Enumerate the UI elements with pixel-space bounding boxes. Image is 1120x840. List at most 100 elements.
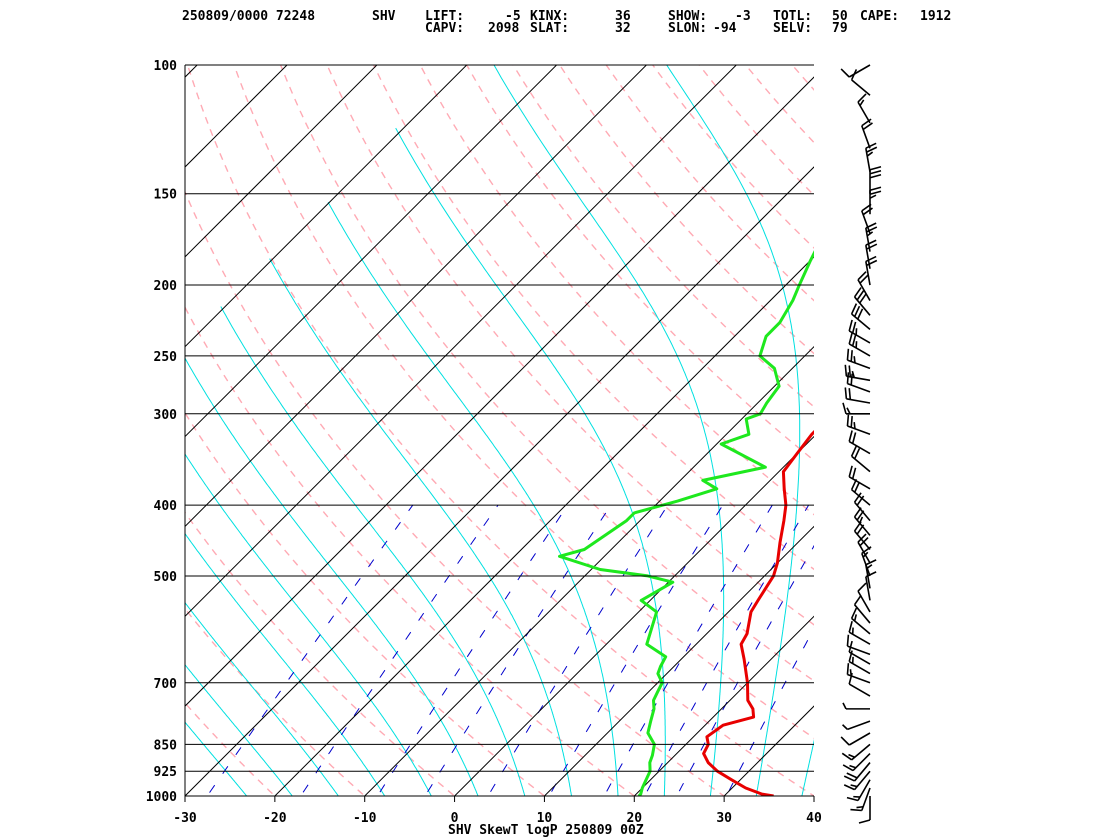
header-station-id: SHV bbox=[372, 9, 396, 24]
barb-flag-5kt bbox=[848, 753, 855, 758]
barb-flag-10kt bbox=[851, 334, 857, 347]
barb-shaft bbox=[865, 576, 871, 601]
dry-adiabat bbox=[558, 65, 814, 355]
header-slat-label: SLAT: bbox=[530, 21, 570, 36]
barb-flag-10kt bbox=[846, 772, 858, 779]
barb-flag-10kt bbox=[851, 432, 857, 444]
barb-flag-10kt bbox=[850, 350, 853, 362]
barb-flag-10kt bbox=[846, 663, 850, 675]
barb-flag-10kt bbox=[850, 415, 853, 428]
wind-barb bbox=[848, 650, 871, 675]
dry-adiabat bbox=[744, 65, 814, 144]
wind-barb bbox=[843, 762, 871, 782]
wind-barb bbox=[865, 255, 878, 286]
temperature-tick-label: -30 bbox=[173, 811, 197, 826]
temperature-tick-label: 40 bbox=[806, 811, 822, 826]
dry-adiabat bbox=[791, 65, 814, 91]
barb-flag-10kt bbox=[846, 796, 859, 802]
dry-adiabat bbox=[185, 607, 366, 796]
mixing-ratio-line bbox=[603, 504, 773, 796]
barb-flag-10kt bbox=[840, 68, 850, 78]
dry-adiabat bbox=[233, 65, 814, 739]
wind-barb bbox=[846, 414, 871, 436]
chart-caption: SHV SkewT logP 250809 00Z bbox=[448, 823, 644, 838]
header-cape-label: CAPE: bbox=[860, 9, 900, 24]
barb-flag-5kt bbox=[846, 407, 851, 415]
wind-barb bbox=[869, 186, 882, 215]
barb-flag-10kt bbox=[843, 775, 855, 782]
wind-barbs bbox=[840, 64, 882, 824]
barb-flag-10kt bbox=[857, 93, 867, 103]
wind-barb bbox=[848, 430, 871, 455]
dry-adiabat bbox=[185, 305, 636, 796]
dry-adiabat bbox=[185, 411, 546, 796]
barb-flag-5kt bbox=[853, 614, 858, 622]
dry-adiabat bbox=[512, 65, 814, 408]
header-capv-value: 2098 bbox=[488, 21, 520, 36]
wind-barb bbox=[853, 287, 871, 316]
barb-flag-10kt bbox=[856, 495, 865, 506]
wind-barb bbox=[869, 165, 882, 194]
isotherm bbox=[274, 256, 814, 796]
wind-barb bbox=[850, 303, 871, 331]
barb-flag-10kt bbox=[853, 287, 862, 298]
barb-shaft bbox=[848, 64, 871, 78]
header-totl-label: TOTL: bbox=[773, 9, 813, 24]
wind-barb bbox=[850, 607, 871, 635]
moist-adiabat bbox=[395, 127, 666, 796]
wind-barb bbox=[844, 364, 871, 382]
barb-flag-10kt bbox=[848, 319, 853, 332]
barb-shaft bbox=[851, 79, 871, 96]
wind-barb bbox=[858, 796, 871, 824]
dry-adiabat bbox=[916, 49, 1120, 812]
dry-adiabat bbox=[186, 65, 814, 796]
wind-barb bbox=[853, 594, 871, 624]
barb-flag-10kt bbox=[850, 303, 858, 315]
pressure-tick-label: 925 bbox=[154, 765, 177, 780]
barb-flag-10kt bbox=[844, 387, 848, 399]
header-totl-value: 50 bbox=[832, 9, 848, 24]
barb-flag-10kt bbox=[848, 430, 853, 442]
header-cape-value: 1912 bbox=[920, 9, 952, 24]
wind-barb bbox=[865, 239, 878, 269]
isotherm bbox=[813, 795, 814, 796]
moist-adiabat bbox=[185, 453, 432, 796]
moist-adiabat bbox=[327, 201, 619, 796]
temperature-tick-label: -20 bbox=[263, 811, 287, 826]
barb-flag-5kt bbox=[842, 724, 848, 730]
isotherm bbox=[543, 525, 814, 796]
wind-barb bbox=[848, 465, 871, 490]
barb-flag-10kt bbox=[846, 372, 850, 384]
wind-barb bbox=[841, 743, 871, 761]
barb-flag-5kt bbox=[853, 422, 856, 429]
barb-flag-10kt bbox=[856, 290, 865, 301]
mixing-ratio-line bbox=[206, 504, 414, 796]
isotherm bbox=[185, 65, 737, 617]
barb-flag-10kt bbox=[848, 332, 853, 345]
pressure-tick-label: 150 bbox=[154, 188, 178, 203]
barb-shaft bbox=[847, 720, 871, 731]
barb-flag-10kt bbox=[853, 481, 861, 493]
wind-barb bbox=[850, 787, 871, 812]
wind-barb bbox=[846, 634, 871, 656]
barb-flag-10kt bbox=[865, 255, 877, 263]
barb-flag-10kt bbox=[861, 118, 872, 127]
wind-barb bbox=[842, 702, 870, 710]
wind-barb bbox=[840, 732, 871, 746]
mixing-ratio-line bbox=[548, 504, 724, 796]
sounding-header: 250809/0000 72248 SHV LIFT: -5 KINX: 36 SHOW: -… bbox=[0, 0, 1120, 40]
barb-shaft bbox=[861, 553, 871, 577]
barb-shaft bbox=[848, 683, 871, 697]
wind-barb bbox=[865, 142, 878, 172]
pressure-tick-label: 300 bbox=[154, 408, 178, 423]
barb-flag-10kt bbox=[869, 186, 882, 191]
barb-shaft bbox=[848, 651, 871, 665]
header-selv-value: 79 bbox=[832, 21, 848, 36]
pressure-tick-label: 700 bbox=[154, 677, 178, 692]
barb-flag-10kt bbox=[853, 448, 861, 460]
isotherm bbox=[364, 346, 814, 796]
header-kinx-value: 36 bbox=[615, 9, 631, 24]
barb-flag-10kt bbox=[848, 388, 852, 400]
barb-flag-10kt bbox=[859, 293, 867, 304]
